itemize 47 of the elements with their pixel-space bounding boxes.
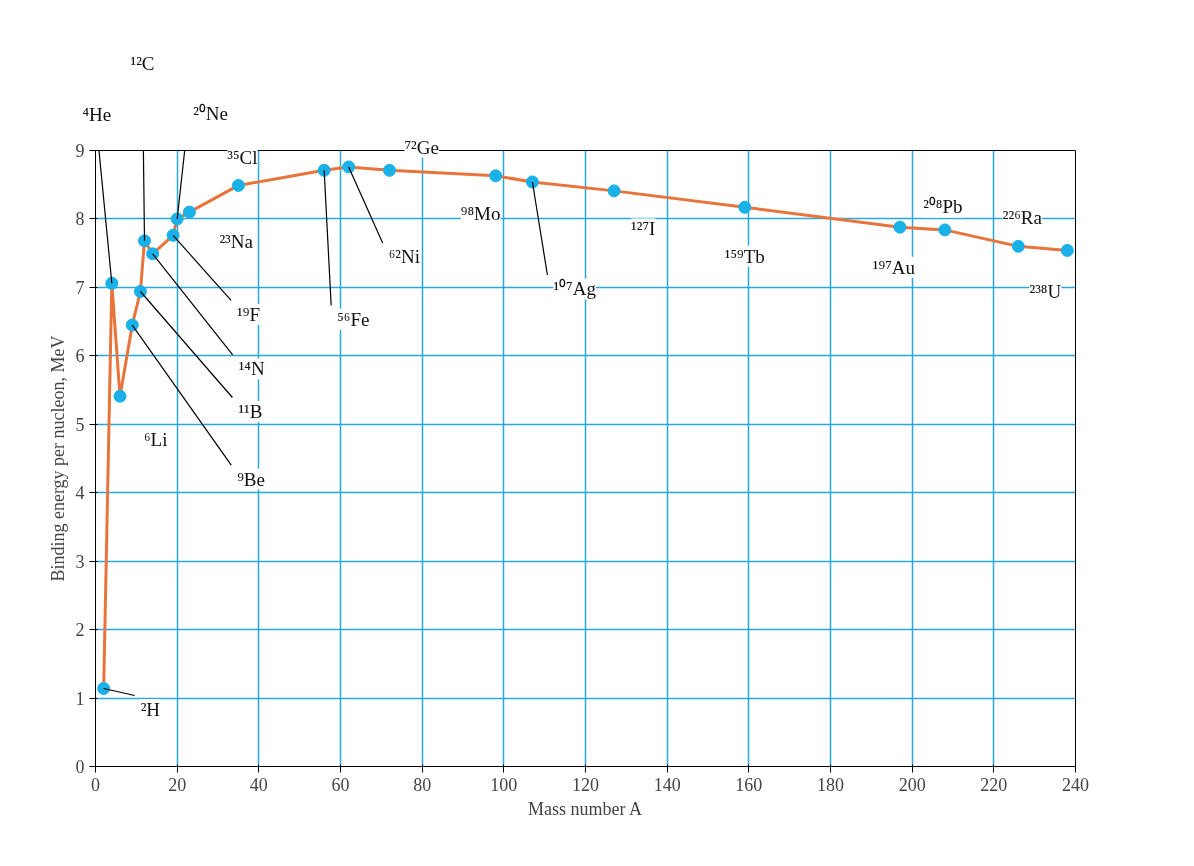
annotation: ²²⁶Ra: [1002, 206, 1043, 228]
annotation: ⁶²Ni: [388, 246, 420, 268]
annotation: ¹⁹⁷Au: [872, 256, 916, 278]
x-tick-label: 20: [168, 774, 187, 795]
x-tick-label: 40: [249, 774, 268, 795]
annotation: ⁵⁶Fe: [337, 308, 370, 330]
y-tick-label: 8: [75, 209, 85, 230]
x-tick-label: 140: [653, 774, 681, 795]
annotation: ²³Na: [219, 230, 254, 252]
x-tick-label: 60: [331, 774, 350, 795]
annotation: ²⁰⁸Pb: [923, 196, 963, 218]
x-tick-label: 180: [817, 774, 844, 795]
y-tick-label: 9: [75, 141, 85, 161]
annotation: ²⁰Ne: [193, 103, 229, 125]
y-axis-title: Binding energy per nucleon, MeV: [47, 335, 68, 582]
x-tick-label: 160: [735, 774, 763, 795]
x-tick-label: 80: [413, 774, 432, 795]
y-tick-label: 5: [75, 414, 85, 435]
annotation: ⁶Li: [144, 428, 168, 450]
x-tick-label: 240: [1062, 774, 1089, 795]
annotation: ²H: [140, 698, 161, 720]
annotation: ¹²C: [130, 53, 155, 75]
y-tick-label: 2: [75, 620, 85, 641]
y-tick-label: 4: [75, 483, 85, 504]
y-tick-label: 6: [75, 346, 85, 367]
annotation: ¹⁰⁷Ag: [553, 278, 597, 300]
annotation: ⁹⁸Mo: [460, 203, 501, 225]
y-tick-label: 0: [75, 757, 85, 777]
annotation: ³⁵Cl: [227, 146, 258, 168]
annotation: ¹¹B: [238, 401, 263, 422]
y-tick-label: 7: [75, 277, 85, 298]
x-tick-label: 0: [91, 774, 100, 795]
annotation: ⁷²Ge: [404, 136, 439, 158]
annotation: ⁹Be: [237, 468, 265, 490]
annotation: ¹⁹F: [237, 303, 260, 325]
x-axis-title: Mass number A: [528, 798, 643, 819]
y-tick-label: 3: [75, 551, 85, 572]
annotation: ¹²⁷I: [631, 218, 656, 240]
annotation: ⁴He: [82, 103, 112, 125]
x-tick-label: 200: [898, 774, 926, 795]
annotation: ¹⁵⁹Tb: [724, 245, 765, 267]
y-tick-label: 1: [75, 688, 85, 709]
x-tick-label: 220: [980, 774, 1008, 795]
annotation: ²³⁸U: [1029, 280, 1062, 302]
x-tick-label: 100: [490, 774, 518, 795]
x-tick-label: 120: [572, 774, 599, 795]
annotation: ¹⁴N: [238, 358, 265, 380]
